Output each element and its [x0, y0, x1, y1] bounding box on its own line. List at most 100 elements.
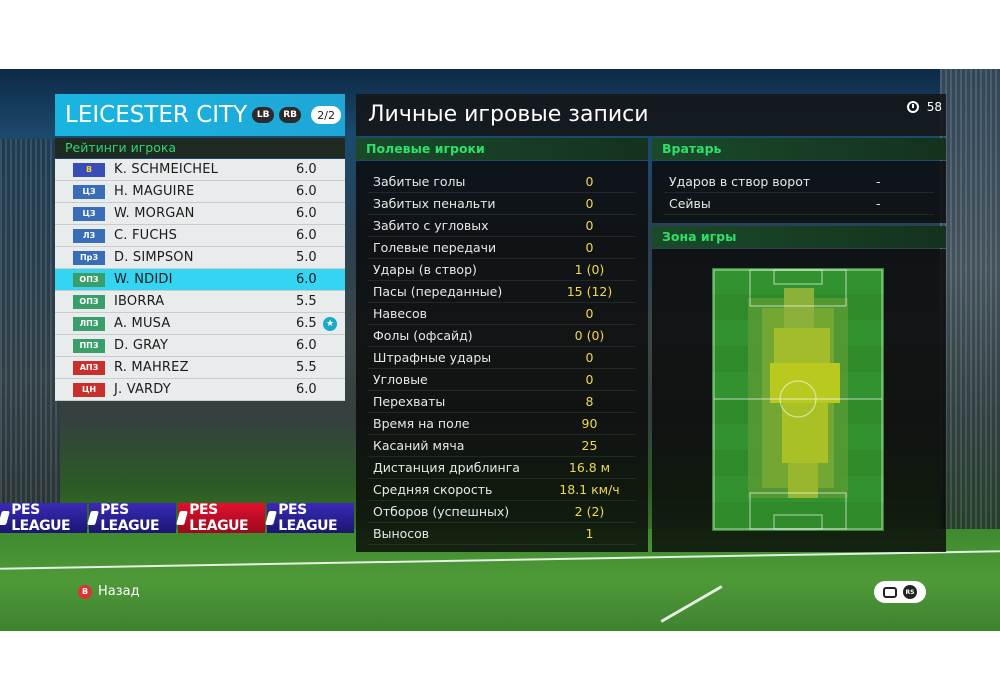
- timer: 58: [906, 100, 942, 114]
- player-rating: 6.5: [296, 316, 317, 331]
- stat-label: Фолы (офсайд): [373, 328, 473, 343]
- stat-row: Забито с угловых 0: [368, 215, 636, 237]
- stat-row: Удары (в створ) 1 (0): [368, 259, 636, 281]
- position-badge: ОПЗ: [73, 272, 105, 287]
- stat-value: 0: [585, 218, 594, 233]
- position-badge: ОПЗ: [73, 294, 105, 309]
- clock-icon: [906, 101, 919, 113]
- position-badge: АПЗ: [73, 360, 105, 375]
- stat-label: Сейвы: [669, 196, 711, 211]
- player-name: K. SCHMEICHEL: [114, 162, 219, 177]
- player-name: D. GRAY: [114, 338, 169, 353]
- stat-value: 1: [585, 526, 594, 541]
- stat-label: Штрафные удары: [373, 350, 492, 365]
- back-label: Назад: [98, 584, 140, 599]
- star-player-icon: ★: [323, 316, 337, 331]
- stat-value: 0 (0): [574, 328, 605, 343]
- player-name: W. NDIDI: [114, 272, 173, 287]
- stat-row: Выносов 1: [368, 523, 636, 545]
- lb-button-icon[interactable]: LB: [252, 107, 275, 123]
- stat-label: Голевые передачи: [373, 240, 497, 255]
- player-row[interactable]: ППЗ D. GRAY 6.0: [55, 335, 345, 357]
- stat-value: 2 (2): [574, 504, 605, 519]
- stat-label: Забитых пенальти: [373, 196, 496, 211]
- stat-label: Ударов в створ ворот: [669, 174, 811, 189]
- stat-value: 0: [585, 306, 594, 321]
- player-rating: 5.5: [296, 360, 317, 375]
- player-name: H. MAGUIRE: [114, 184, 195, 199]
- stat-value: 0: [585, 196, 594, 211]
- player-name: IBORRA: [114, 294, 165, 309]
- stat-row: Голевые передачи 0: [368, 237, 636, 259]
- position-badge: ЛПЗ: [73, 316, 105, 331]
- stat-row: Касаний мяча 25: [368, 435, 636, 457]
- position-badge: ЦН: [73, 382, 105, 397]
- player-rating: 5.5: [296, 294, 317, 309]
- position-badge: ПрЗ: [73, 250, 105, 265]
- chat-controls[interactable]: RS: [874, 581, 926, 603]
- stat-row: Средняя скорость 18.1 км/ч: [368, 479, 636, 501]
- stat-row: Штрафные удары 0: [368, 347, 636, 369]
- player-row[interactable]: ЦЗ W. MORGAN 6.0: [55, 203, 345, 225]
- chat-icon[interactable]: [883, 586, 897, 598]
- position-badge: ППЗ: [73, 338, 105, 353]
- rs-button-icon[interactable]: RS: [903, 585, 917, 599]
- ad-board: PES LEAGUE: [265, 502, 354, 534]
- stat-value: 0: [585, 174, 594, 189]
- stat-label: Удары (в створ): [373, 262, 477, 277]
- player-row-selected[interactable]: ОПЗ W. NDIDI 6.0: [55, 269, 345, 291]
- stat-value: 18.1 км/ч: [559, 482, 620, 497]
- main-title-bar: Личные игровые записи 58: [356, 94, 946, 136]
- stat-value: -: [876, 174, 881, 189]
- stat-value: 15 (12): [566, 284, 613, 299]
- stat-label: Дистанция дриблинга: [373, 460, 520, 475]
- player-row[interactable]: ОПЗ IBORRA 5.5: [55, 291, 345, 313]
- stat-label: Пасы (переданные): [373, 284, 503, 299]
- stat-row: Фолы (офсайд) 0 (0): [368, 325, 636, 347]
- rb-button-icon[interactable]: RB: [279, 107, 302, 123]
- stat-label: Касаний мяча: [373, 438, 465, 453]
- player-name: C. FUCHS: [114, 228, 178, 243]
- player-rating: 6.0: [296, 228, 317, 243]
- player-row[interactable]: ПрЗ D. SIMPSON 5.0: [55, 247, 345, 269]
- stat-row: Время на поле 90: [368, 413, 636, 435]
- player-name: D. SIMPSON: [114, 250, 194, 265]
- back-hint[interactable]: B Назад: [78, 584, 140, 599]
- team-header: LEICESTER CITY LB RB 2/2: [55, 94, 345, 136]
- player-name: J. VARDY: [114, 382, 171, 397]
- stadium-crowd-left: [0, 139, 60, 539]
- stat-label: Забито с угловых: [373, 218, 489, 233]
- player-rating: 6.0: [296, 206, 317, 221]
- field-players-header: Полевые игроки: [356, 138, 648, 160]
- stat-value: -: [876, 196, 881, 211]
- player-row[interactable]: В K. SCHMEICHEL 6.0: [55, 159, 345, 181]
- player-row[interactable]: ЛЗ C. FUCHS 6.0: [55, 225, 345, 247]
- stat-row: Забитые голы 0: [368, 171, 636, 193]
- player-row[interactable]: ЦН J. VARDY 6.0: [55, 379, 345, 401]
- team-name: LEICESTER CITY: [65, 102, 248, 128]
- stat-label: Выносов: [373, 526, 430, 541]
- game-screen: PES LEAGUE PES LEAGUE PES LEAGUE PES LEA…: [0, 69, 1000, 631]
- ad-board: PES LEAGUE: [87, 502, 176, 534]
- b-button-icon: B: [78, 584, 92, 599]
- field-players-stats: Забитые голы 0 Забитых пенальти 0 Забито с…: [356, 161, 648, 552]
- player-rating: 6.0: [296, 338, 317, 353]
- player-rating: 5.0: [296, 250, 317, 265]
- stat-label: Навесов: [373, 306, 428, 321]
- stat-label: Отборов (успешных): [373, 504, 510, 519]
- player-row[interactable]: ЛПЗ A. MUSA 6.5 ★: [55, 313, 345, 335]
- stat-label: Угловые: [373, 372, 428, 387]
- stat-value: 8: [585, 394, 594, 409]
- player-row[interactable]: АПЗ R. MAHREZ 5.5: [55, 357, 345, 379]
- timer-value: 58: [926, 100, 942, 114]
- player-name: W. MORGAN: [114, 206, 195, 221]
- stat-value: 16.8 м: [568, 460, 611, 475]
- stat-row: Забитых пенальти 0: [368, 193, 636, 215]
- stat-row: Угловые 0: [368, 369, 636, 391]
- position-badge: ЦЗ: [73, 206, 105, 221]
- ad-boards: PES LEAGUE PES LEAGUE PES LEAGUE PES LEA…: [0, 502, 356, 537]
- position-badge: ЛЗ: [73, 228, 105, 243]
- player-row[interactable]: ЦЗ H. MAGUIRE 6.0: [55, 181, 345, 203]
- goalkeeper-stats: Ударов в створ ворот - Сейвы -: [652, 161, 946, 223]
- ad-board: PES LEAGUE: [0, 502, 87, 534]
